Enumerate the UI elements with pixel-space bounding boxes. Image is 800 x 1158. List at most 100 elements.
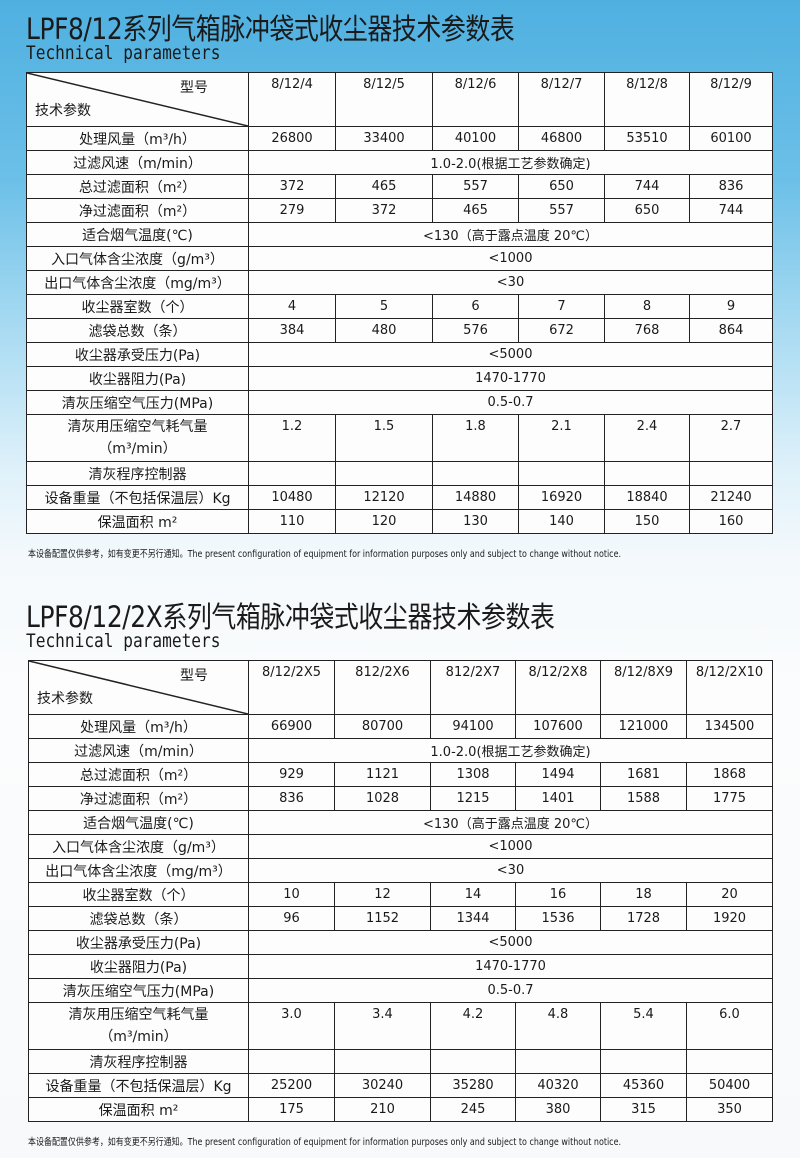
model-header: 8/12/2X8 [515,660,601,715]
row-value: 20 [686,882,773,907]
row-value: 30240 [334,1073,431,1098]
row-value: 0.5-0.7 [248,390,773,415]
corner-model-label: 型号 [180,668,208,684]
row-value: 5.4 [600,1002,687,1050]
row-value: 480 [335,318,433,343]
row-value: 1868 [686,762,773,787]
row-value: 10 [248,882,335,907]
row-label: 清灰用压缩空气耗气量 （m³/min） [28,1002,249,1050]
row-label-line2: （m³/min） [99,1029,178,1045]
row-value: 1.0-2.0(根据工艺参数确定) [248,150,773,175]
row-value [432,461,519,486]
row-value: 18 [600,882,687,907]
row-label: 净过滤面积（m²） [28,786,249,811]
row-value: 768 [604,318,690,343]
row-value: 33400 [335,126,433,151]
row-value [334,1049,431,1074]
row-value: 279 [248,198,336,223]
row-value: 1.0-2.0(根据工艺参数确定) [248,738,773,763]
row-value: 16920 [518,485,605,510]
table-row: 收尘器承受压力(Pa) <5000 [26,342,773,367]
row-value: 1536 [515,906,601,931]
row-value: 40100 [432,126,519,151]
row-value: 210 [334,1097,431,1122]
row-value: 96 [248,906,335,931]
table-row: 滤袋总数（条） 96 1152 1344 1536 1728 1920 [28,906,773,931]
table-row: 出口气体含尘浓度（mg/m³） <30 [28,858,773,883]
table-row: 滤袋总数（条） 384 480 576 672 768 864 [26,318,773,343]
row-value: 12 [334,882,431,907]
row-value: 40320 [515,1073,601,1098]
row-label-line2: （m³/min） [98,441,177,457]
corner-param-label: 技术参数 [37,691,93,707]
row-label: 收尘器阻力(Pa) [28,954,249,979]
row-value: 26800 [248,126,336,151]
row-value: <130（高于露点温度 20℃） [248,810,773,835]
row-value: 18840 [604,485,690,510]
table-row: 清灰程序控制器 [28,1049,773,1074]
table-row: 出口气体含尘浓度（mg/m³） <30 [26,270,773,295]
table-row: 设备重量（不包括保温层）Kg 10480 12120 14880 16920 18840 2… [26,485,773,510]
row-value: 21240 [689,485,773,510]
row-label: 设备重量（不包括保温层）Kg [28,1073,249,1098]
model-header: 8/12/8X9 [600,660,687,715]
row-value: 50400 [686,1073,773,1098]
model-header: 8/12/4 [248,72,336,127]
diagonal-divider [29,661,248,714]
row-value: 140 [518,509,605,534]
row-value: 45360 [600,1073,687,1098]
row-value: 134500 [686,714,773,739]
table-row: 收尘器室数（个） 10 12 14 16 18 20 [28,882,773,907]
row-value: 10480 [248,485,336,510]
table-row: 过滤风速（m/min） 1.0-2.0(根据工艺参数确定) [26,150,773,175]
row-label: 出口气体含尘浓度（mg/m³） [28,858,249,883]
row-label: 保温面积 m² [28,1097,249,1122]
row-value [604,461,690,486]
row-label: 收尘器阻力(Pa) [26,366,249,391]
corner-model-label: 型号 [180,80,208,96]
row-value: 4 [248,294,336,319]
table1-title: LPF8/12系列气箱脉冲袋式收尘器技术参数表 [26,12,515,46]
row-value: 1681 [600,762,687,787]
row-value: 372 [335,198,433,223]
header-row: 型号 技术参数 8/12/4 8/12/5 8/12/6 8/12/7 8/12/8 8/12… [26,72,773,127]
table-row: 入口气体含尘浓度（g/m³） <1000 [28,834,773,859]
model-header: 8/12/7 [518,72,605,127]
row-value: 160 [689,509,773,534]
row-value [430,1049,516,1074]
row-value: <5000 [248,342,773,367]
row-value: 66900 [248,714,335,739]
row-value: 5 [335,294,433,319]
row-value: 12120 [335,485,433,510]
row-label: 出口气体含尘浓度（mg/m³） [26,270,249,295]
row-label: 入口气体含尘浓度（g/m³） [28,834,249,859]
row-label: 清灰用压缩空气耗气量 （m³/min） [26,414,249,462]
row-value [515,1049,601,1074]
row-label: 过滤风速（m/min） [26,150,249,175]
row-value: 744 [689,198,773,223]
row-value: 150 [604,509,690,534]
row-value [248,461,336,486]
row-value: <30 [248,270,773,295]
model-header: 8/12/5 [335,72,433,127]
row-value: 744 [604,174,690,199]
row-label: 收尘器承受压力(Pa) [26,342,249,367]
row-value: 35280 [430,1073,516,1098]
row-value: 25200 [248,1073,335,1098]
row-value: 1028 [334,786,431,811]
row-value: 6 [432,294,519,319]
row-label: 滤袋总数（条） [28,906,249,931]
table-row: 收尘器承受压力(Pa) <5000 [28,930,773,955]
row-value: 1344 [430,906,516,931]
row-value: 110 [248,509,336,534]
model-header: 812/2X6 [334,660,431,715]
table1-note: 本设备配置仅供参考，如有变更不另行通知。The present configur… [28,549,622,560]
row-label: 清灰程序控制器 [26,461,249,486]
row-value: 672 [518,318,605,343]
row-label: 收尘器承受压力(Pa) [28,930,249,955]
row-label: 收尘器室数（个） [28,882,249,907]
row-value: 465 [432,198,519,223]
row-label: 收尘器室数（个） [26,294,249,319]
row-value: 650 [518,174,605,199]
row-value: 4.8 [515,1002,601,1050]
